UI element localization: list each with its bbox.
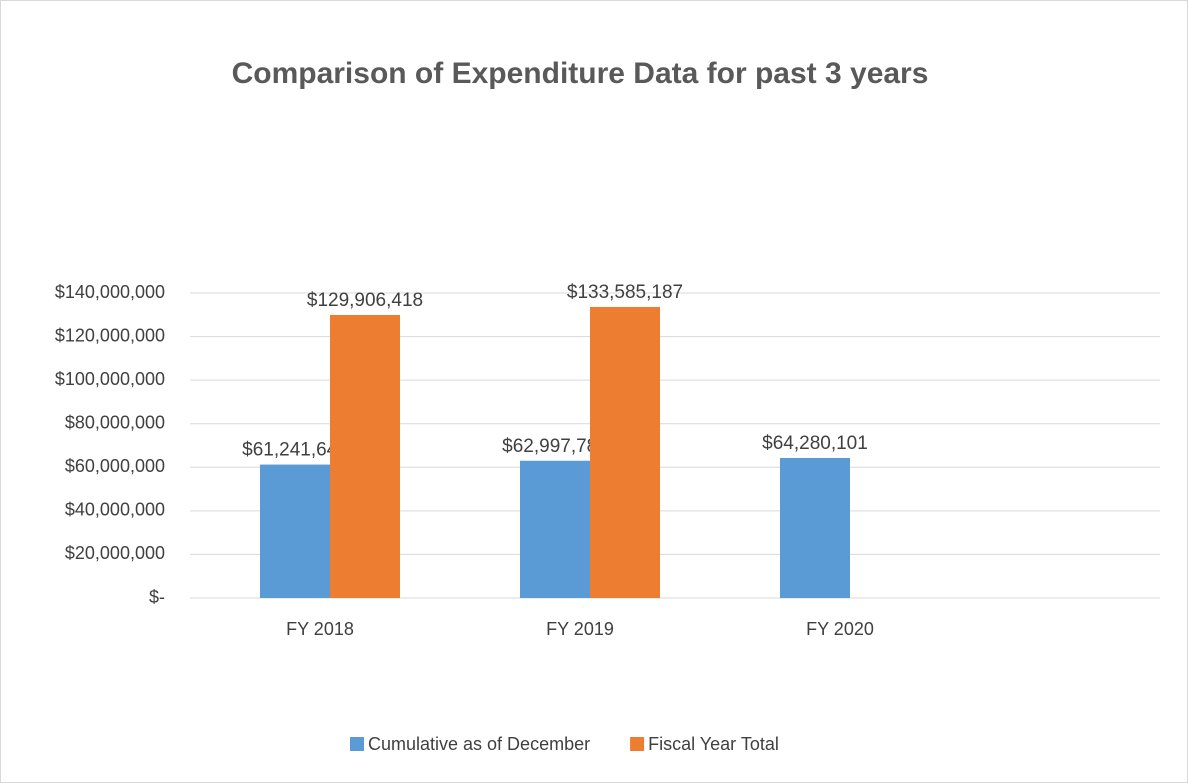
x-tick-label: FY 2018 <box>286 619 354 639</box>
data-label: $64,280,101 <box>762 433 868 454</box>
bar <box>590 307 660 598</box>
chart-title: Comparison of Expenditure Data for past … <box>232 57 929 90</box>
y-tick-label: $40,000,000 <box>65 500 165 520</box>
x-tick-label: FY 2020 <box>806 619 874 639</box>
y-tick-label: $120,000,000 <box>55 325 165 345</box>
y-tick-label: $- <box>149 587 165 607</box>
bar <box>520 461 590 598</box>
chart: Comparison of Expenditure Data for past … <box>0 0 1188 783</box>
legend-label: Cumulative as of December <box>368 734 590 754</box>
data-label: $133,585,187 <box>567 282 683 303</box>
legend-swatch <box>630 737 644 751</box>
y-tick-label: $80,000,000 <box>65 412 165 432</box>
y-tick-label: $20,000,000 <box>65 543 165 563</box>
bar <box>780 458 850 598</box>
data-label: $129,906,418 <box>307 290 423 311</box>
bar <box>260 465 330 598</box>
y-tick-label: $140,000,000 <box>55 282 165 302</box>
legend-swatch <box>350 737 364 751</box>
legend-label: Fiscal Year Total <box>648 734 779 754</box>
x-tick-label: FY 2019 <box>546 619 614 639</box>
bar <box>330 315 400 598</box>
y-tick-label: $100,000,000 <box>55 369 165 389</box>
y-tick-label: $60,000,000 <box>65 456 165 476</box>
